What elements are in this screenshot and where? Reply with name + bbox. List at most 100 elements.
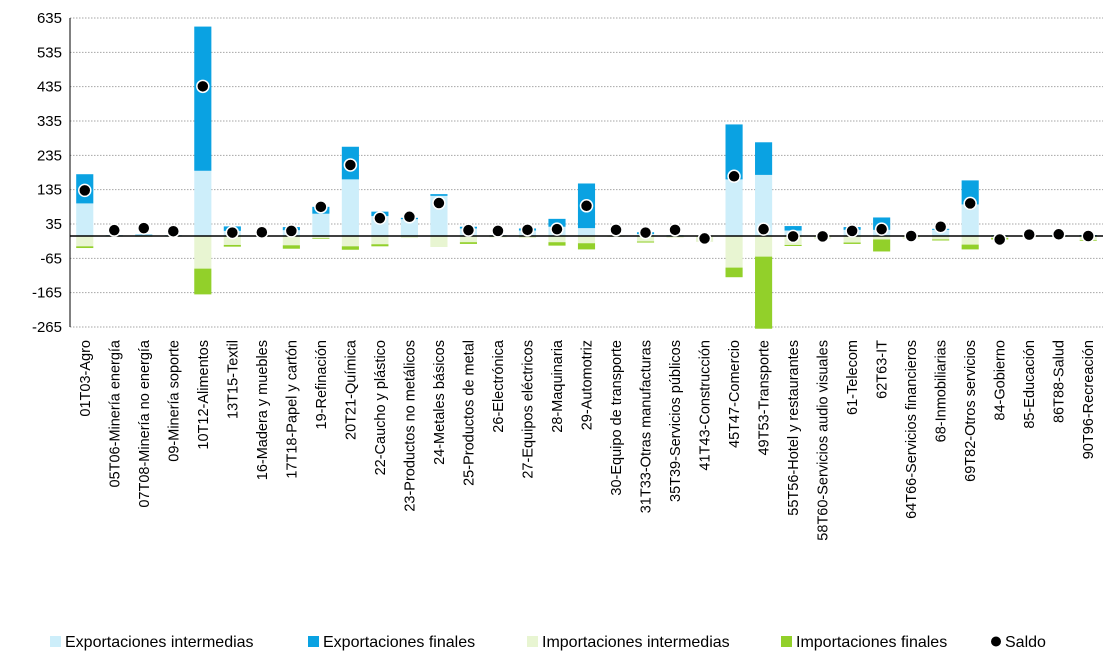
legend-label: Exportaciones intermedias <box>65 634 254 651</box>
legend-label: Exportaciones finales <box>323 634 475 651</box>
saldo-point <box>904 229 918 243</box>
saldo-point <box>1051 227 1066 242</box>
x-tick-label: 68-Inmobiliarias <box>934 340 950 442</box>
bar-segment <box>459 242 478 244</box>
y-tick-label: -265 <box>32 319 62 336</box>
bar-segment <box>725 124 743 180</box>
bar-segment <box>430 194 448 196</box>
saldo-point <box>609 223 623 237</box>
x-tick-label: 01T03-Agro <box>78 340 94 417</box>
bar-segment <box>755 236 773 257</box>
x-tick-label: 49T53-Transporte <box>757 340 773 456</box>
x-tick-label: 29-Automotriz <box>580 340 596 430</box>
bar-segment <box>282 245 300 249</box>
saldo-point <box>137 221 151 235</box>
bar-segment <box>961 244 979 250</box>
x-tick-label: 27-Equipos eléctricos <box>520 340 536 479</box>
bar-segment <box>755 256 773 329</box>
bar-segment <box>400 236 418 239</box>
stacked-bars <box>76 26 1097 329</box>
saldo-point <box>520 223 535 237</box>
x-tick-label: 58T60-Servicios audio visuales <box>816 340 832 541</box>
bar-segment <box>961 204 979 237</box>
x-tick-label: 28-Maquinaria <box>550 339 566 433</box>
legend-marker <box>991 636 1001 647</box>
legend-swatch <box>527 636 538 647</box>
bar-segment <box>784 226 802 231</box>
legend-label: Importaciones finales <box>796 634 947 651</box>
x-tick-label: 20T21-Química <box>343 339 359 440</box>
x-axis-tick-labels: 01T03-Agro 05T06-Minería energía 07T08-Min… <box>78 339 1097 541</box>
x-tick-label: 13T15-Textil <box>225 340 241 419</box>
saldo-point <box>933 219 948 234</box>
saldo-point <box>668 223 682 237</box>
bar-segment <box>341 236 359 247</box>
saldo-point <box>78 183 92 198</box>
x-tick-label: 17T18-Papel y cartón <box>284 340 300 479</box>
x-tick-label: 07T08-Minería no energía <box>137 339 153 508</box>
y-tick-label: 35 <box>45 216 62 233</box>
bar-segment <box>312 238 330 239</box>
y-tick-label: 235 <box>37 147 62 164</box>
bar-segment <box>843 236 861 243</box>
bar-segment <box>312 213 330 237</box>
legend-label: Saldo <box>1005 634 1046 651</box>
saldo-point <box>107 223 122 237</box>
bar-segment <box>548 236 566 243</box>
saldo-point <box>697 231 712 246</box>
bar-segment <box>725 179 743 237</box>
legend-swatch <box>50 636 61 647</box>
y-tick-label: -165 <box>32 285 62 302</box>
saldo-point <box>491 224 505 238</box>
x-tick-label: 30-Equipo de transporte <box>609 340 625 496</box>
bar-segment <box>282 236 300 246</box>
x-tick-label: 09-Minería soporte <box>166 340 182 462</box>
saldo-point <box>196 79 210 94</box>
saldo-point <box>845 224 859 238</box>
y-tick-label: 635 <box>37 10 62 27</box>
bar-segment <box>932 239 950 241</box>
bar-segment <box>76 246 94 249</box>
x-tick-label: 85-Educación <box>1022 340 1038 429</box>
saldo-point <box>402 210 417 224</box>
bar-segment <box>371 236 389 245</box>
x-tick-label: 61-Telecom <box>845 340 861 415</box>
bar-segment <box>577 236 596 244</box>
saldo-point <box>727 169 741 184</box>
x-tick-label: 23-Productos no metálicos <box>402 340 418 512</box>
y-tick-label: 335 <box>37 113 62 130</box>
bar-segment <box>932 236 950 240</box>
saldo-point <box>225 225 240 240</box>
saldo-point <box>815 229 830 244</box>
x-tick-label: 41T43-Construcción <box>698 340 714 471</box>
bar-segment <box>725 267 743 278</box>
x-tick-label: 16-Madera y muebles <box>255 340 271 480</box>
bar-segment <box>784 244 802 246</box>
x-tick-label: 24-Metales básicos <box>432 340 448 465</box>
bar-segment <box>577 228 596 237</box>
x-tick-label: 86T88-Salud <box>1052 340 1068 423</box>
y-tick-label: -65 <box>40 250 62 267</box>
bar-segment <box>459 236 478 243</box>
bar-segment <box>755 174 773 237</box>
bar-segment <box>312 236 330 239</box>
saldo-point <box>255 225 269 239</box>
bar-segment <box>843 242 861 244</box>
y-tick-label: 135 <box>37 182 62 199</box>
saldo-point <box>284 224 299 238</box>
x-tick-label: 26-Electrónica <box>491 339 507 433</box>
x-tick-label: 19-Refinación <box>314 340 330 429</box>
bar-segment <box>636 241 655 243</box>
saldo-point <box>963 196 977 211</box>
x-tick-label: 55T56-Hotel y restaurantes <box>786 340 802 516</box>
bar-segment <box>725 236 743 268</box>
grid-lines <box>70 17 1103 328</box>
saldo-point <box>638 225 653 240</box>
legend-swatch <box>308 636 319 647</box>
x-tick-label: 22-Caucho y plástico <box>373 340 389 475</box>
bar-segment <box>577 243 596 250</box>
bar-segment <box>548 242 566 246</box>
x-tick-label: 35T39-Servicios públicos <box>668 340 684 502</box>
bar-segment <box>430 236 448 248</box>
x-tick-label: 90T96-Recreación <box>1081 340 1097 459</box>
